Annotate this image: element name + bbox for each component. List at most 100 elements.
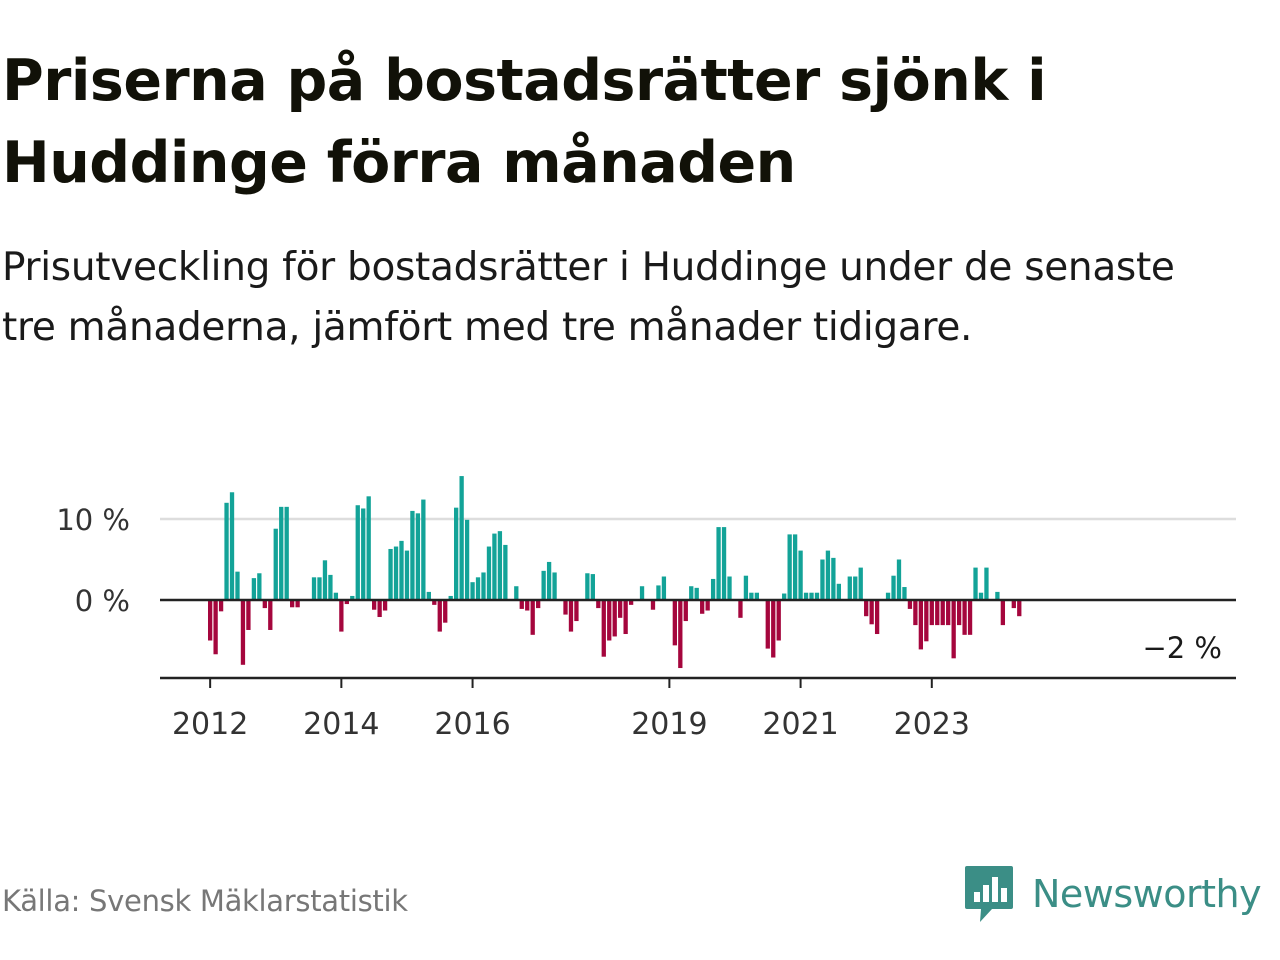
bar [229,492,235,600]
bar [727,576,732,600]
bar [317,577,322,600]
bar [929,600,934,626]
bar [967,600,973,635]
bar [224,502,229,600]
bar [809,592,814,600]
x-tick-label: 2023 [894,707,970,742]
bar [415,513,421,600]
bar [946,600,951,626]
bar [339,600,344,632]
bar [284,506,289,600]
bar [869,600,874,625]
bar [350,595,355,600]
bar [454,507,459,600]
bar [814,592,820,600]
bar [672,600,677,646]
bar [885,592,891,600]
bar [973,567,978,600]
bar [782,593,787,600]
bar [694,587,699,600]
bar [1000,600,1006,626]
bar [683,600,688,622]
bar [563,600,568,615]
bar [891,575,896,600]
bar [858,567,863,600]
bar [918,600,924,650]
y-tick-label: 0 % [75,584,130,618]
page-subtitle: Prisutveckling för bostadsrätter i Huddi… [2,245,1175,350]
bar [240,600,246,665]
bar [372,600,377,610]
bar [514,586,519,600]
bar [399,540,404,600]
bar [574,600,579,622]
bar [290,600,295,608]
bar [650,600,656,610]
bar [601,600,606,657]
bar [792,534,798,600]
bar [279,506,284,600]
bar [913,600,918,626]
bar [235,571,240,600]
brand-name: Newsworthy [1032,872,1262,916]
bar [721,527,727,600]
bar [432,600,437,605]
bar [787,534,792,600]
bar [328,574,333,600]
last-value-label: −2 % [1142,631,1222,665]
bar [940,600,945,626]
bar [661,576,667,600]
bar [705,600,710,611]
bar [907,600,913,609]
bar [924,600,929,642]
bar [525,600,530,611]
bar [552,572,557,600]
bar [257,573,262,600]
bar [754,592,759,600]
bar [388,548,393,600]
x-tick-label: 2019 [631,707,707,742]
bar [377,600,382,618]
x-tick-label: 2014 [303,707,379,742]
bar [776,600,781,641]
bar [596,600,601,609]
bar [798,550,803,600]
bar [448,595,453,600]
bar [268,600,273,630]
page-title: Priserna på bostadsrätter sjönk i Huddin… [2,48,1047,196]
bar [743,575,749,600]
bar [825,550,831,600]
bar [437,600,442,632]
bar [361,508,366,600]
bar [590,574,595,600]
bar [896,559,902,600]
bar [623,600,628,635]
source-note: Källa: Svensk Mäklarstatistik [2,884,408,918]
bar [585,573,590,600]
y-tick-label: 10 % [56,503,130,537]
bar [459,476,464,600]
bar [322,560,328,600]
bar [568,600,574,632]
bar [678,600,683,669]
bar [486,546,492,600]
bar [382,600,388,611]
bar [978,592,984,600]
bar [771,600,776,658]
bar [874,600,880,635]
bar [1011,600,1016,609]
bar [295,600,300,608]
bar [956,600,962,626]
bar-chart-speech-bubble-icon [965,866,1013,922]
bar [492,533,497,600]
bar [612,600,617,637]
bar [962,600,967,635]
bar [218,600,224,612]
bar [902,587,907,600]
brand-logo[interactable]: Newsworthy [964,864,1262,924]
bar [847,576,852,600]
x-tick-label: 2016 [434,707,510,742]
bar [208,600,213,641]
x-tick-label: 2021 [762,707,838,742]
bar [333,592,339,600]
